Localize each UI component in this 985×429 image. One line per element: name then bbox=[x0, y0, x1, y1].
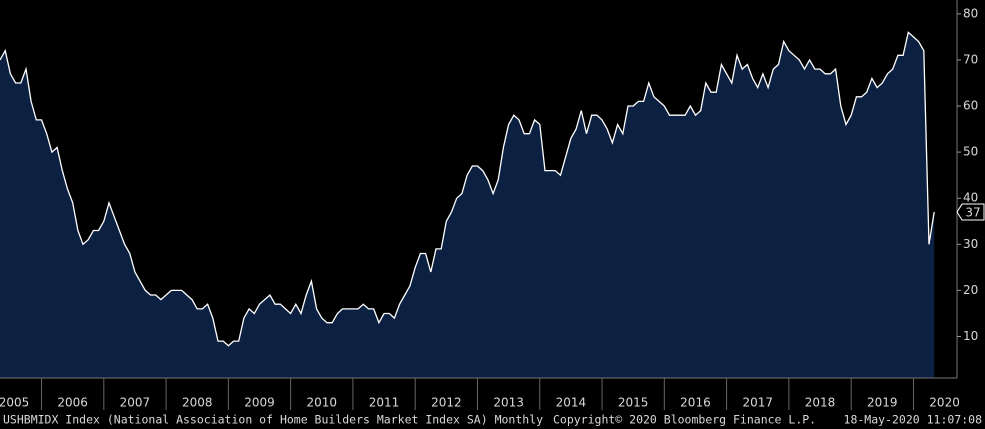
x-tick-label: 2020 bbox=[929, 396, 960, 410]
x-tick-label: 2006 bbox=[57, 396, 88, 410]
x-tick-label: 2012 bbox=[431, 396, 462, 410]
footer-series: USHBMIDX Index (National Association of … bbox=[3, 413, 543, 427]
y-tick-label: 10 bbox=[963, 329, 978, 343]
y-tick-label: 50 bbox=[963, 145, 978, 159]
y-tick-label: 80 bbox=[963, 6, 978, 20]
x-tick-label: 2011 bbox=[369, 396, 400, 410]
x-tick-label: 2005 bbox=[0, 396, 29, 410]
x-tick-label: 2014 bbox=[556, 396, 587, 410]
last-value-box bbox=[956, 203, 985, 221]
x-tick-label: 2018 bbox=[805, 396, 836, 410]
x-tick-label: 2015 bbox=[618, 396, 649, 410]
y-tick-label: 20 bbox=[963, 283, 978, 297]
last-value-label: 37 bbox=[965, 206, 980, 220]
x-tick-label: 2009 bbox=[244, 396, 275, 410]
area-fill bbox=[0, 32, 935, 379]
x-tick-label: 2007 bbox=[120, 396, 151, 410]
x-tick-label: 2010 bbox=[307, 396, 338, 410]
line bbox=[0, 31, 935, 347]
y-tick-label: 30 bbox=[963, 237, 978, 251]
x-tick-label: 2013 bbox=[493, 396, 524, 410]
x-tick-label: 2008 bbox=[182, 396, 213, 410]
plot-area bbox=[0, 31, 935, 379]
y-tick-label: 70 bbox=[963, 52, 978, 66]
footer-timestamp: 18-May-2020 11:07:08 bbox=[844, 413, 983, 427]
x-tick-label: 2019 bbox=[867, 396, 898, 410]
y-tick-label: 40 bbox=[963, 191, 978, 205]
footer-copyright: Copyright© 2020 Bloomberg Finance L.P. bbox=[553, 413, 816, 427]
x-tick-label: 2016 bbox=[680, 396, 711, 410]
y-tick-label: 60 bbox=[963, 99, 978, 113]
x-tick-label: 2017 bbox=[742, 396, 773, 410]
